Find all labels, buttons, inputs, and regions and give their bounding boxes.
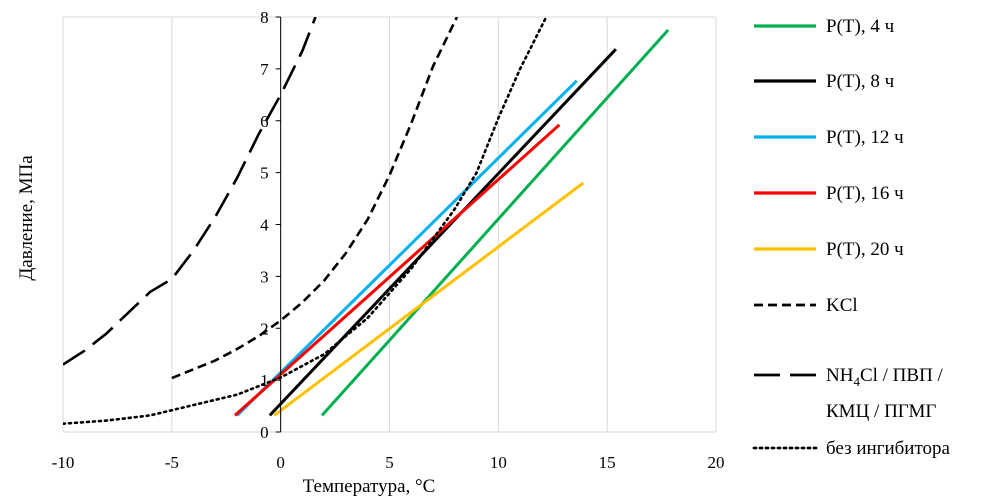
x-tick-label: 0 [276, 453, 285, 472]
legend-label-2: P(T), 12 ч [826, 127, 904, 148]
x-tick-label: 10 [490, 453, 507, 472]
y-tick-label: 0 [260, 423, 269, 442]
series-line-4 [273, 181, 585, 417]
legend-label-7: без ингибитора [826, 438, 951, 459]
legend-label-4: P(T), 20 ч [826, 239, 904, 260]
series-line-7 [63, 17, 548, 425]
x-axis-title: Температура, °С [303, 476, 436, 497]
y-tick-label: 1 [260, 371, 269, 390]
series-line-2 [236, 79, 578, 417]
x-tick-label: -10 [52, 453, 75, 472]
grid [62, 16, 717, 433]
y-tick-label: 5 [260, 164, 269, 183]
legend: P(T), 4 ч P(T), 8 ч P(T), 12 ч P(T), 16 ч P(… [752, 16, 951, 459]
series-line-3 [233, 123, 561, 417]
plot-area [63, 17, 670, 425]
axes: -10 -5 0 5 10 15 20 0 1 2 3 4 5 6 7 8 [52, 8, 725, 472]
legend-label-6-line2: КМЦ / ПГМГ [826, 401, 936, 422]
x-tick-label: 15 [599, 453, 616, 472]
y-tick-label: 7 [260, 60, 269, 79]
series-line-0 [320, 28, 670, 417]
legend-label-0: P(T), 4 ч [826, 16, 895, 37]
y-tick-label: 4 [260, 216, 269, 235]
series-line-1 [268, 48, 617, 417]
legend-label-6: NH4Cl / ПВП / [826, 365, 944, 389]
series-line-6 [63, 17, 317, 366]
y-tick-label: 3 [260, 267, 269, 286]
legend-label-3: P(T), 16 ч [826, 183, 904, 204]
legend-label-1: P(T), 8 ч [826, 71, 895, 92]
legend-label-5: KCl [826, 295, 858, 316]
x-tick-label: 20 [708, 453, 725, 472]
x-tick-label: -5 [165, 453, 179, 472]
y-tick-label: 2 [260, 319, 269, 338]
y-tick-label: 6 [260, 112, 269, 131]
y-axis-title: Давление, МПа [16, 155, 37, 281]
series-line-5 [171, 17, 459, 380]
x-tick-label: 5 [385, 453, 394, 472]
y-tick-label: 8 [260, 8, 269, 27]
